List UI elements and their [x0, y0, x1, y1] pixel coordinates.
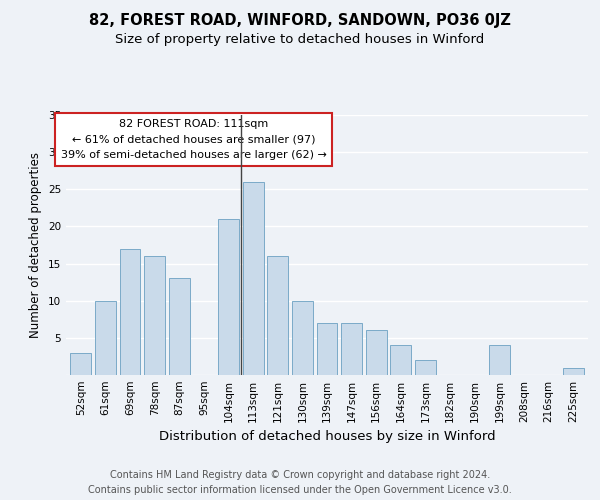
Bar [391, 346, 412, 375]
Text: Size of property relative to detached houses in Winford: Size of property relative to detached ho… [115, 32, 485, 46]
Bar [144, 256, 165, 375]
Y-axis label: Number of detached properties: Number of detached properties [29, 152, 43, 338]
Bar [119, 248, 140, 375]
Bar [415, 360, 436, 375]
X-axis label: Distribution of detached houses by size in Winford: Distribution of detached houses by size … [158, 430, 496, 444]
Bar [267, 256, 288, 375]
Bar [169, 278, 190, 375]
Bar [70, 352, 91, 375]
Bar [317, 323, 337, 375]
Bar [489, 346, 510, 375]
Bar [218, 219, 239, 375]
Bar [563, 368, 584, 375]
Bar [366, 330, 387, 375]
Bar [341, 323, 362, 375]
Bar [242, 182, 263, 375]
Bar [95, 300, 116, 375]
Text: Contains HM Land Registry data © Crown copyright and database right 2024.
Contai: Contains HM Land Registry data © Crown c… [88, 470, 512, 495]
Bar [292, 300, 313, 375]
Text: 82 FOREST ROAD: 111sqm
← 61% of detached houses are smaller (97)
39% of semi-det: 82 FOREST ROAD: 111sqm ← 61% of detached… [61, 119, 327, 160]
Text: 82, FOREST ROAD, WINFORD, SANDOWN, PO36 0JZ: 82, FOREST ROAD, WINFORD, SANDOWN, PO36 … [89, 12, 511, 28]
